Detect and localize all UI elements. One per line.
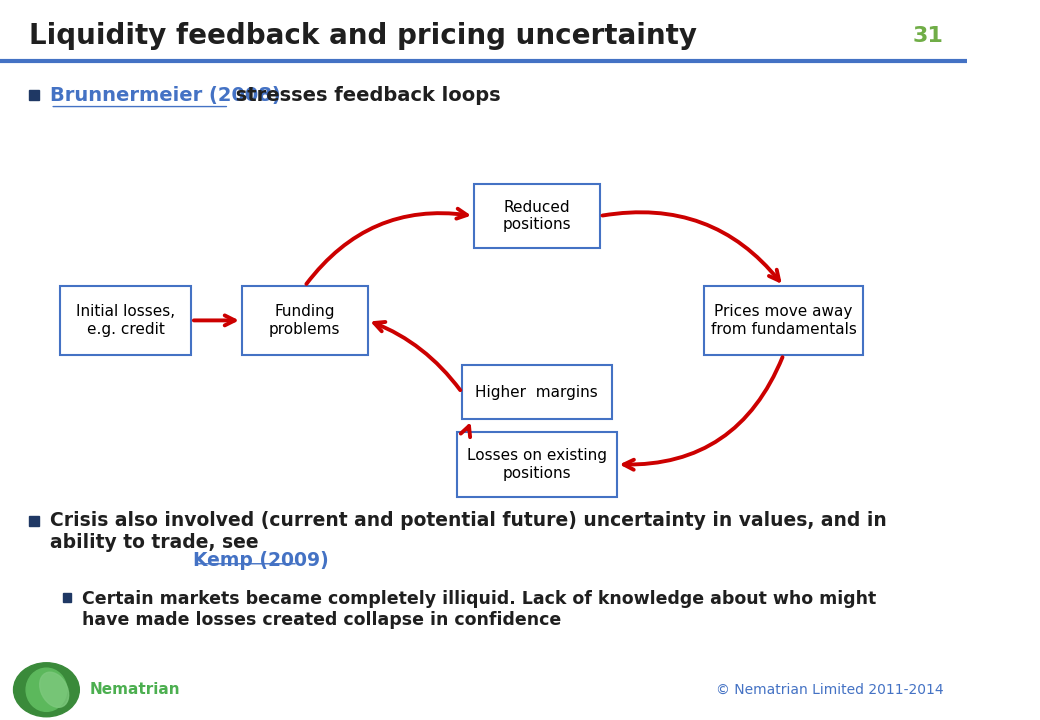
Bar [29, 516, 38, 526]
Ellipse shape [14, 662, 79, 717]
FancyBboxPatch shape [704, 287, 863, 355]
Text: Prices move away
from fundamentals: Prices move away from fundamentals [710, 304, 857, 337]
Text: Initial losses,
e.g. credit: Initial losses, e.g. credit [76, 304, 176, 337]
Text: Liquidity feedback and pricing uncertainty: Liquidity feedback and pricing uncertain… [29, 22, 697, 50]
Text: Brunnermeier (2008): Brunnermeier (2008) [50, 86, 281, 104]
Text: Kemp (2009): Kemp (2009) [193, 551, 330, 570]
Text: 31: 31 [912, 26, 943, 46]
FancyBboxPatch shape [474, 184, 600, 248]
Text: Funding
problems: Funding problems [269, 304, 340, 337]
FancyBboxPatch shape [462, 366, 612, 419]
Text: Losses on existing
positions: Losses on existing positions [467, 448, 607, 481]
Text: © Nematrian Limited 2011-2014: © Nematrian Limited 2011-2014 [716, 683, 943, 697]
FancyBboxPatch shape [60, 287, 191, 355]
Text: Crisis also involved (current and potential future) uncertainty in values, and i: Crisis also involved (current and potent… [50, 511, 887, 552]
Text: Nematrian: Nematrian [90, 683, 181, 697]
FancyBboxPatch shape [457, 432, 617, 497]
Ellipse shape [26, 668, 67, 711]
Ellipse shape [40, 672, 69, 707]
Bar [62, 593, 71, 602]
Bar [29, 90, 38, 100]
Text: Certain markets became completely illiquid. Lack of knowledge about who might
ha: Certain markets became completely illiqu… [82, 590, 877, 629]
FancyBboxPatch shape [242, 287, 367, 355]
Text: Higher  margins: Higher margins [475, 385, 598, 400]
Text: Reduced
positions: Reduced positions [502, 200, 571, 233]
Text: stresses feedback loops: stresses feedback loops [229, 86, 501, 104]
